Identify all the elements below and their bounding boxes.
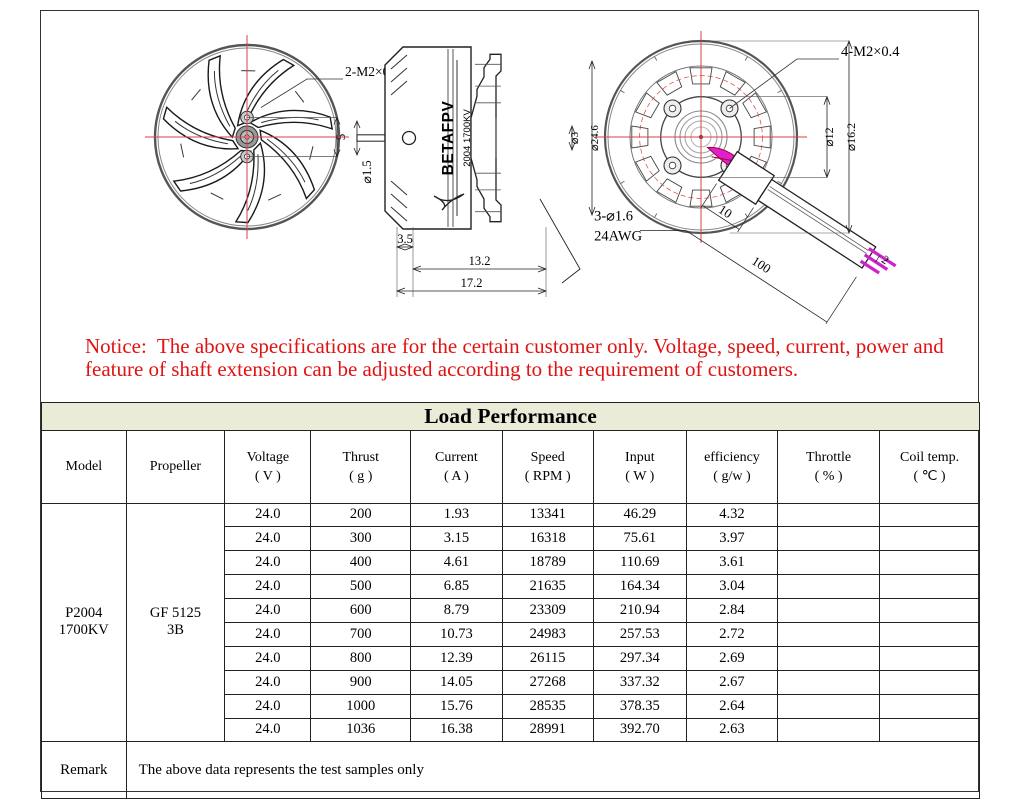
svg-text:3-⌀1.6: 3-⌀1.6 xyxy=(594,209,633,225)
svg-text:5: 5 xyxy=(333,134,348,141)
svg-text:17.2: 17.2 xyxy=(461,276,483,290)
svg-text:⌀12: ⌀12 xyxy=(822,127,836,146)
svg-text:24AWG: 24AWG xyxy=(594,229,642,245)
svg-text:⌀3: ⌀3 xyxy=(569,131,581,144)
svg-text:13.2: 13.2 xyxy=(469,254,491,268)
svg-text:3.5: 3.5 xyxy=(397,232,413,246)
svg-text:⌀16.2: ⌀16.2 xyxy=(844,123,858,151)
svg-text:4-M2×0.4: 4-M2×0.4 xyxy=(841,44,900,60)
svg-text:2004 1700KV: 2004 1700KV xyxy=(462,109,473,167)
svg-text:⌀1.5: ⌀1.5 xyxy=(360,160,374,183)
svg-text:⌀24.6: ⌀24.6 xyxy=(589,125,601,151)
svg-text:10: 10 xyxy=(716,202,735,222)
svg-text:BETAFPV: BETAFPV xyxy=(440,101,457,176)
svg-text:100: 100 xyxy=(749,253,774,276)
